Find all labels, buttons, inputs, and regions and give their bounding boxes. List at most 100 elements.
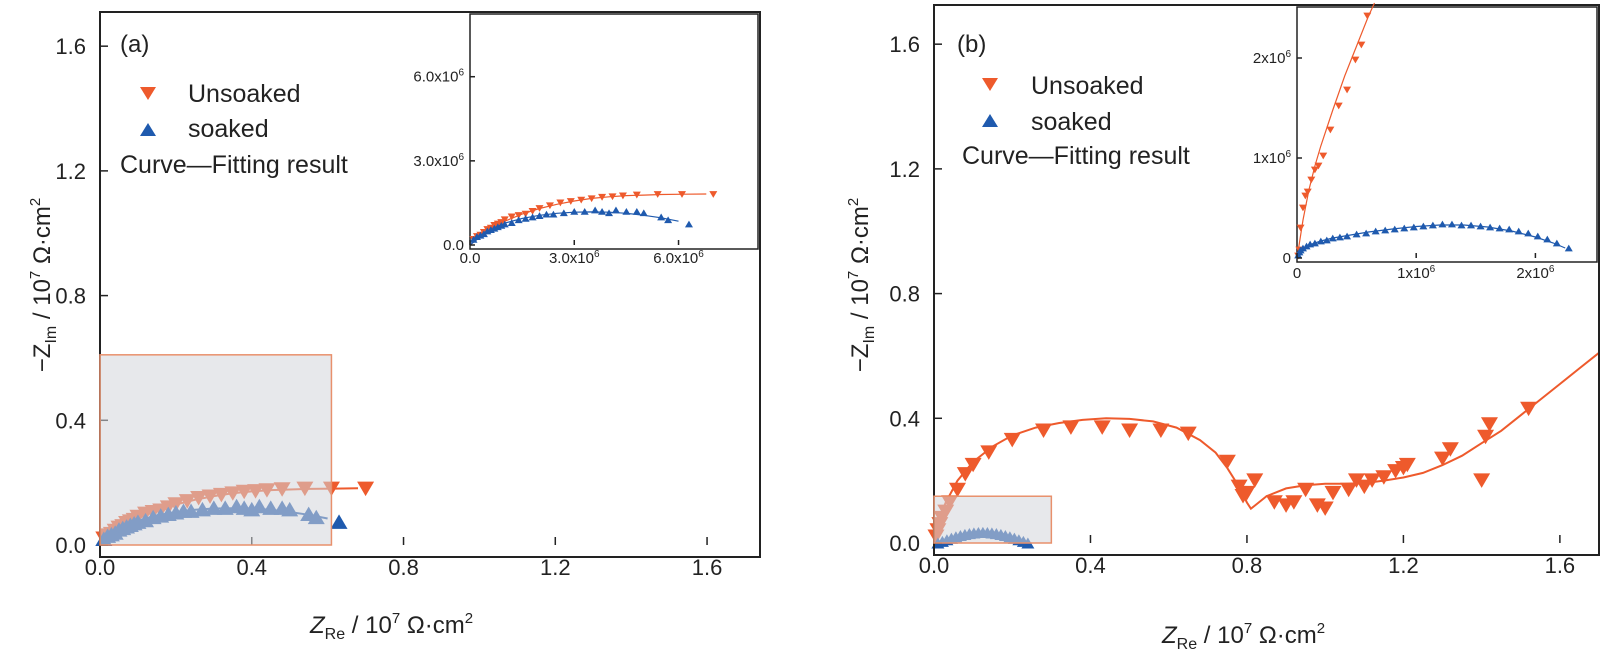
soaked-point bbox=[1457, 221, 1466, 229]
unsoaked-point bbox=[514, 212, 523, 219]
y-axis-label: −ZIm / 107 Ω·cm2 bbox=[27, 198, 60, 372]
soaked-point bbox=[580, 207, 589, 215]
soaked-point bbox=[1524, 229, 1533, 237]
inset-b: 0 1x106 2x106 0 1x106 2x106 bbox=[1253, 2, 1598, 282]
soaked-point bbox=[1495, 224, 1504, 232]
unsoaked-point bbox=[709, 191, 718, 198]
x-tick-label: 3.0x106 bbox=[549, 249, 600, 267]
soaked-point bbox=[1419, 222, 1428, 230]
unsoaked-point bbox=[956, 467, 974, 482]
legend: Unsoaked soaked Curve—Fitting result bbox=[962, 72, 1190, 170]
unsoaked-point bbox=[598, 193, 607, 201]
unsoaked-point bbox=[964, 457, 982, 473]
unsoaked-point bbox=[1246, 473, 1264, 488]
panel-label: (a) bbox=[120, 31, 149, 58]
legend-curve-label: Curve—Fitting result bbox=[962, 142, 1190, 170]
soaked-point bbox=[535, 212, 544, 219]
inset-data-points bbox=[1294, 12, 1573, 260]
panel-label: (b) bbox=[957, 31, 986, 58]
legend-soaked-label: soaked bbox=[188, 115, 269, 143]
soaked-point bbox=[598, 207, 607, 215]
y-tick-label: 3.0x106 bbox=[413, 152, 464, 170]
panel-b: 0.0 0.4 0.8 1.2 1.6 0.0 0.4 0.8 1.2 1.6 (b) Unso… bbox=[845, 2, 1600, 653]
unsoaked-point bbox=[678, 191, 687, 198]
x-axis-label: ZRe / 107 Ω·cm2 bbox=[309, 610, 473, 643]
soaked-point bbox=[1552, 239, 1561, 247]
y-tick-label: 1.2 bbox=[55, 159, 86, 184]
plot-frame bbox=[933, 4, 1600, 556]
unsoaked-point bbox=[1520, 401, 1538, 417]
fit-curves bbox=[933, 352, 1600, 544]
plot-frame bbox=[99, 11, 761, 558]
unsoaked-point bbox=[1285, 495, 1303, 510]
unsoaked-point bbox=[1035, 423, 1053, 438]
y-ticks: 0.0 0.4 0.8 1.2 1.6 bbox=[55, 34, 108, 558]
unsoaked-point bbox=[1152, 423, 1170, 438]
soaked-point bbox=[1505, 225, 1514, 233]
soaked-point bbox=[605, 209, 614, 217]
unsoaked-point bbox=[528, 207, 537, 215]
unsoaked-point bbox=[1062, 420, 1080, 435]
unsoaked-point bbox=[1093, 420, 1111, 435]
legend-soaked-marker bbox=[140, 123, 156, 136]
unsoaked-point bbox=[521, 210, 530, 218]
soaked-point bbox=[1362, 229, 1371, 237]
legend: Unsoaked soaked Curve—Fitting result bbox=[120, 80, 348, 179]
fit-curve bbox=[933, 352, 1600, 544]
y-tick-label: 6.0x106 bbox=[413, 68, 464, 86]
unsoaked-point bbox=[535, 205, 544, 212]
unsoaked-point bbox=[1351, 56, 1360, 64]
unsoaked-point bbox=[500, 216, 509, 224]
x-tick-label: 1.6 bbox=[1545, 553, 1576, 578]
soaked-point bbox=[1343, 232, 1352, 240]
soaked-point bbox=[330, 514, 348, 529]
unsoaked-point bbox=[1326, 126, 1335, 134]
soaked-point bbox=[1564, 244, 1573, 252]
unsoaked-point bbox=[1296, 224, 1305, 232]
y-tick-label: 1.2 bbox=[889, 157, 920, 182]
y-tick-label: 0.0 bbox=[889, 531, 920, 556]
y-tick-label: 1.6 bbox=[889, 32, 920, 57]
unsoaked-point bbox=[1319, 152, 1328, 160]
unsoaked-point bbox=[587, 195, 596, 203]
soaked-point bbox=[507, 219, 516, 226]
soaked-point bbox=[514, 216, 523, 224]
soaked-point bbox=[1409, 223, 1418, 231]
inset-y-ticks: 0.0 3.0x106 6.0x106 bbox=[413, 68, 475, 254]
unsoaked-point bbox=[1375, 470, 1393, 485]
unsoaked-point bbox=[566, 198, 575, 205]
soaked-point bbox=[559, 209, 568, 217]
x-tick-label: 0.4 bbox=[1075, 553, 1106, 578]
y-tick-label: 0.0 bbox=[443, 237, 464, 254]
y-tick-label: 0.8 bbox=[889, 282, 920, 307]
y-ticks: 0.0 0.4 0.8 1.2 1.6 bbox=[889, 32, 942, 556]
legend-soaked-label: soaked bbox=[1031, 108, 1112, 136]
inset-frame bbox=[469, 13, 759, 250]
x-tick-label: 1.2 bbox=[540, 555, 571, 580]
unsoaked-point bbox=[1238, 485, 1256, 501]
x-tick-label: 0.8 bbox=[1232, 553, 1263, 578]
soaked-point bbox=[549, 210, 558, 218]
y-tick-label: 0 bbox=[1283, 250, 1291, 267]
y-tick-label: 0.4 bbox=[55, 408, 86, 433]
unsoaked-point bbox=[1003, 432, 1021, 448]
legend-unsoaked-marker bbox=[982, 78, 998, 91]
unsoaked-point bbox=[1355, 479, 1373, 495]
x-tick-label: 0.4 bbox=[236, 555, 267, 580]
legend-unsoaked-label: Unsoaked bbox=[188, 80, 301, 108]
inset-y-ticks: 0 1x106 2x106 bbox=[1253, 49, 1302, 267]
soaked-point bbox=[1543, 235, 1552, 243]
unsoaked-point bbox=[1307, 176, 1316, 184]
soaked-point bbox=[684, 220, 693, 228]
soaked-point bbox=[542, 210, 551, 218]
unsoaked-point bbox=[1441, 442, 1459, 457]
x-tick-label: 0.8 bbox=[388, 555, 419, 580]
inset-a: 0.0 3.0x106 6.0x106 0.0 3.0x106 6.0x106 bbox=[413, 13, 759, 267]
y-tick-label: 0.0 bbox=[55, 533, 86, 558]
x-tick-label: 2x106 bbox=[1516, 264, 1555, 282]
highlight-region bbox=[99, 354, 333, 546]
x-axis-label: ZRe / 107 Ω·cm2 bbox=[1161, 620, 1325, 653]
soaked-point bbox=[1302, 242, 1311, 250]
unsoaked-point bbox=[545, 202, 554, 210]
x-tick-label: 6.0x106 bbox=[653, 249, 704, 267]
